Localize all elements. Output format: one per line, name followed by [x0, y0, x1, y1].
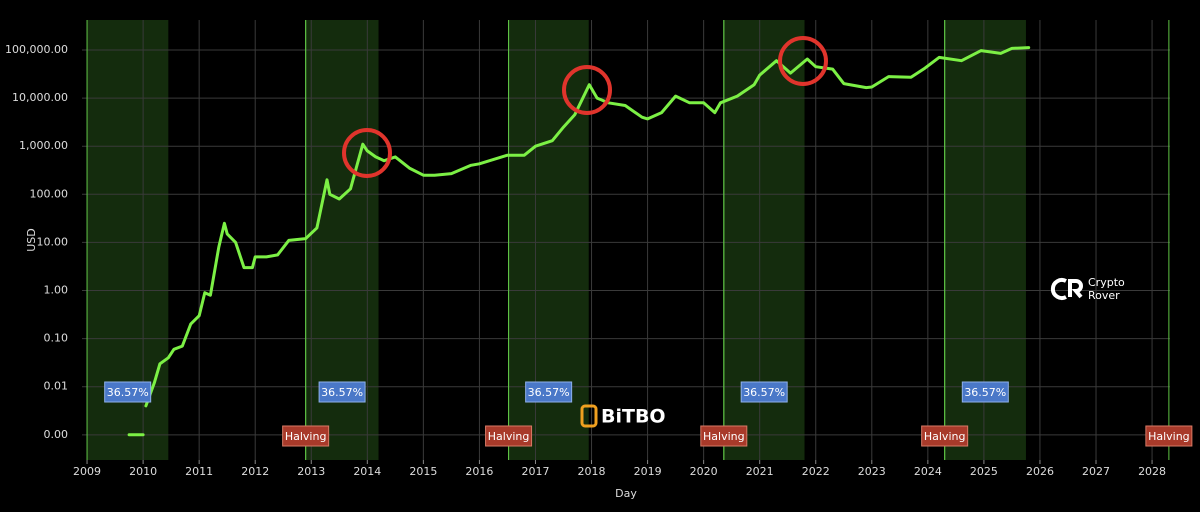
author-watermark-line: Crypto — [1088, 276, 1125, 289]
y-tick-label: 100,000.00 — [5, 43, 68, 56]
y-tick-label: 10.00 — [37, 235, 69, 248]
x-tick-label: 2014 — [353, 465, 381, 478]
y-tick-label: 0.00 — [44, 428, 69, 441]
band-label: 36.57% — [107, 386, 149, 399]
halving-label: Halving — [488, 430, 530, 443]
x-tick-label: 2009 — [73, 465, 101, 478]
author-watermark: Crypto Rover — [1050, 276, 1125, 302]
band-label-box — [525, 381, 573, 403]
x-tick-label: 2023 — [858, 465, 886, 478]
band-label-box — [318, 381, 366, 403]
labels: 36.57% 36.57% 36.57% 36.57% 36.57% Halving Hal… — [5, 43, 1193, 478]
halving-label: Halving — [924, 430, 966, 443]
data — [127, 46, 1031, 437]
x-tick-label: 2011 — [185, 465, 213, 478]
author-watermark-line: Rover — [1088, 289, 1120, 302]
halving-label-box — [921, 425, 969, 447]
x-tick-label: 2015 — [409, 465, 437, 478]
halving-label-box — [485, 425, 533, 447]
x-tick-label: 2027 — [1082, 465, 1110, 478]
y-tick-label: 0.10 — [44, 332, 69, 345]
band-label: 36.57% — [743, 386, 785, 399]
bitbo-watermark: BiTBO — [580, 404, 666, 428]
halving-label-box — [282, 425, 330, 447]
x-tick-label: 2019 — [634, 465, 662, 478]
band-label: 36.57% — [528, 386, 570, 399]
band-label: 36.57% — [321, 386, 363, 399]
highlight-circle — [778, 36, 828, 86]
x-tick-label: 2010 — [129, 465, 157, 478]
x-tick-label: 2025 — [970, 465, 998, 478]
price-line — [127, 46, 1031, 437]
author-logo — [1050, 278, 1083, 300]
x-tick-label: 2024 — [914, 465, 942, 478]
x-tick-label: 2012 — [241, 465, 269, 478]
y-axis-title: USD — [25, 228, 38, 252]
y-tick-label: 10,000.00 — [12, 91, 68, 104]
highlight-circle — [562, 65, 612, 115]
x-tick-label: 2018 — [578, 465, 606, 478]
x-tick-label: 2017 — [521, 465, 549, 478]
x-tick-label: 2020 — [690, 465, 718, 478]
halving-label: Halving — [703, 430, 745, 443]
x-tick-label: 2021 — [746, 465, 774, 478]
x-tick-label: 2013 — [297, 465, 325, 478]
halving-label: Halving — [1148, 430, 1190, 443]
band-label-box — [104, 381, 152, 403]
x-tick-label: 2028 — [1138, 465, 1166, 478]
halving-label-box — [700, 425, 748, 447]
band-label-box — [961, 381, 1009, 403]
x-tick-label: 2022 — [802, 465, 830, 478]
y-tick-label: 1,000.00 — [19, 139, 68, 152]
brand-watermark: BiTBO — [601, 406, 666, 428]
x-tick-label: 2026 — [1026, 465, 1054, 478]
grid — [82, 20, 1170, 464]
y-tick-label: 100.00 — [30, 187, 69, 200]
x-tick-label: 2016 — [465, 465, 493, 478]
halving-label-box — [1145, 425, 1193, 447]
band-label: 36.57% — [964, 386, 1006, 399]
bitbo-logo — [580, 404, 598, 428]
band-label-box — [740, 381, 788, 403]
halving-label: Halving — [285, 430, 327, 443]
y-tick-label: 1.00 — [44, 284, 69, 297]
highlight-circle — [342, 128, 392, 178]
y-tick-label: 0.01 — [44, 380, 69, 393]
x-axis-title: Day — [615, 487, 637, 500]
